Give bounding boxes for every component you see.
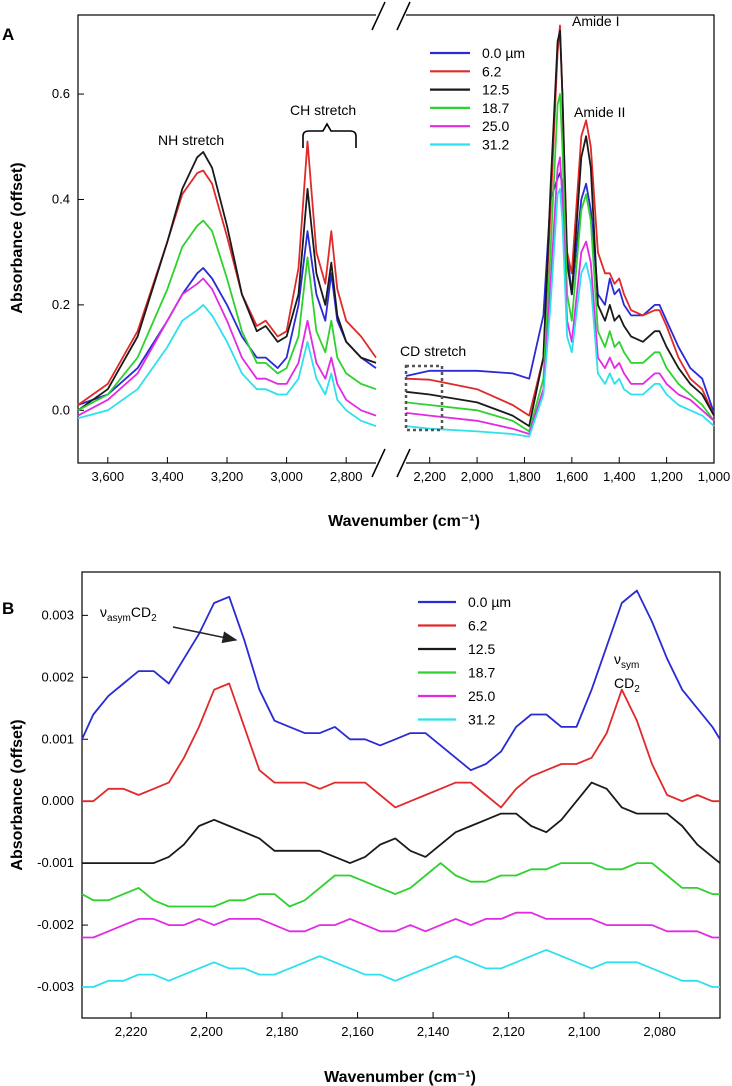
panel-b-x-tick-label: 2,220: [115, 1024, 148, 1039]
panel-a-x-tick-label: 3,200: [211, 469, 244, 484]
panel-a-y-tick-label: 0.0: [52, 402, 70, 417]
panel-b-y-tick-label: 0.002: [41, 669, 74, 684]
panel-b-legend-label: 25.0: [468, 688, 495, 704]
panel-a-x-title: Wavenumber (cm⁻¹): [328, 513, 480, 530]
panel-b-series-5: [82, 949, 720, 988]
panel-a-legend-label: 6.2: [482, 63, 502, 79]
panel-b-y-title: Absorbance (offset): [9, 719, 26, 870]
panel-a-x-tick-label: 3,600: [92, 469, 125, 484]
panel-b-legend-label: 12.5: [468, 641, 495, 657]
panel-a-series-3-left: [77, 219, 377, 412]
amide-ii-label: Amide II: [574, 104, 625, 120]
panel-b-series-0: [81, 589, 721, 772]
panel-b-y-tick-label: 0.003: [41, 607, 74, 622]
panel-b-series-2: [82, 781, 721, 864]
panel-a-legend-label: 18.7: [482, 100, 509, 116]
panel-b-ticks: 0.003 0.002 0.001 0.000 -0.001 -0.002 -0.003 2,…: [37, 607, 676, 1039]
panel-a-x-tick-label: 1,600: [556, 469, 589, 484]
panel-a-series-3-right: [405, 93, 715, 433]
panel-a-series-0-left: [77, 230, 377, 406]
panel-b-x-tick-label: 2,080: [643, 1024, 676, 1039]
cd-stretch-label: CD stretch: [400, 343, 466, 359]
panel-a-x-tick-label: 1,200: [650, 469, 683, 484]
nu-asym-label: νasymCD2: [100, 604, 157, 624]
panel-a-y-tick-label: 0.4: [52, 191, 70, 206]
panel-a-break-slash: [371, 1, 386, 31]
nu-asym-arrow: [172, 626, 238, 644]
panel-b-x-tick-label: 2,180: [266, 1024, 299, 1039]
panel-a-x-tick-label: 2,200: [413, 469, 446, 484]
panel-b: B 0.003 0.002 0.001 0.000 -0.001 -0.002 -0.003…: [2, 571, 721, 1086]
panel-a-break-slash: [371, 448, 386, 478]
panel-a-break-slash: [396, 448, 411, 478]
panel-a-y-tick-label: 0.2: [52, 297, 70, 312]
amide-i-label: Amide I: [572, 13, 619, 29]
panel-a-x-tick-label: 3,400: [151, 469, 184, 484]
nu-sym-label: νsym: [614, 651, 639, 671]
panel-b-series-1: [82, 682, 720, 809]
cd-stretch-box: [404, 364, 444, 432]
panel-a-series-5-left: [77, 303, 377, 427]
panel-a-series-4-left: [77, 277, 377, 417]
panel-b-y-tick-label: -0.001: [37, 855, 74, 870]
panel-a-series-4-right: [405, 156, 715, 435]
panel-b-y-tick-label: 0.000: [41, 793, 74, 808]
panel-a-series-1-left: [77, 140, 377, 406]
panel-b-y-tick-label: -0.003: [37, 979, 74, 994]
panel-a-legend-label: 0.0 µm: [482, 45, 525, 61]
panel-b-x-tick-label: 2,100: [568, 1024, 601, 1039]
panel-a-series-5-right: [405, 187, 715, 438]
panel-a-x-tick-label: 2,000: [461, 469, 494, 484]
panel-a-series-0-right: [405, 172, 715, 414]
panel-a-x-tick-label: 2,800: [330, 469, 363, 484]
panel-a-y-tick-label: 0.6: [52, 86, 70, 101]
panel-a-x-tick-label: 1,000: [698, 469, 731, 484]
panel-a-break-slash: [396, 1, 411, 31]
panel-a-series-2-right: [405, 29, 715, 428]
panel-b-frame: [81, 571, 721, 1019]
panel-a-y-title: Absorbance (offset): [9, 162, 26, 313]
panel-b-x-tick-label: 2,120: [492, 1024, 525, 1039]
panel-a-break-bottom-gap: [376, 456, 406, 470]
panel-b-x-tick-label: 2,140: [417, 1024, 450, 1039]
panel-b-series: [81, 589, 721, 988]
panel-b-series-4: [82, 911, 720, 939]
panel-b-series-3: [81, 862, 720, 908]
nu-sym-cd2-label: CD2: [614, 675, 640, 695]
nh-stretch-label: NH stretch: [158, 132, 224, 148]
panel-b-x-tick-label: 2,200: [190, 1024, 223, 1039]
panel-a-x-tick-label: 1,400: [603, 469, 636, 484]
panel-a-x-tick-label: 3,000: [270, 469, 303, 484]
panel-a-legend: 0.0 µm 6.2 12.5 18.7 25.0 31.2: [430, 45, 525, 153]
ch-stretch-bracket: [302, 122, 357, 148]
panel-b-y-tick-label: 0.001: [41, 731, 74, 746]
panel-b-legend-label: 31.2: [468, 712, 495, 728]
panel-b-legend-label: 0.0 µm: [468, 594, 511, 610]
panel-b-legend-label: 18.7: [468, 665, 495, 681]
panel-a: A 0.0 0.2 0.4 0.6 3,600 3,400 3,200 3,000 2,800 2…: [2, 1, 730, 530]
panel-b-y-tick-label: -0.002: [37, 917, 74, 932]
panel-a-x-tick-label: 1,800: [508, 469, 541, 484]
panel-a-ticks: 0.0 0.2 0.4 0.6 3,600 3,400 3,200 3,000 2,800 2,2…: [52, 86, 730, 484]
panel-b-x-title: Wavenumber (cm⁻¹): [324, 1069, 476, 1086]
ch-stretch-label: CH stretch: [290, 102, 356, 118]
panel-a-label: A: [2, 25, 14, 44]
panel-a-frame: [77, 14, 715, 464]
panel-a-series-2-left: [77, 151, 377, 412]
panel-a-legend-label: 12.5: [482, 82, 509, 98]
panel-b-label: B: [2, 599, 14, 618]
panel-a-legend-label: 25.0: [482, 118, 509, 134]
panel-b-legend: 0.0 µm 6.2 12.5 18.7 25.0 31.2: [418, 594, 511, 728]
panel-a-legend-label: 31.2: [482, 137, 509, 153]
panel-a-series: [77, 24, 715, 438]
panel-b-x-tick-label: 2,160: [341, 1024, 374, 1039]
panel-a-break-top-gap: [376, 8, 406, 22]
panel-b-legend-label: 6.2: [468, 618, 488, 634]
